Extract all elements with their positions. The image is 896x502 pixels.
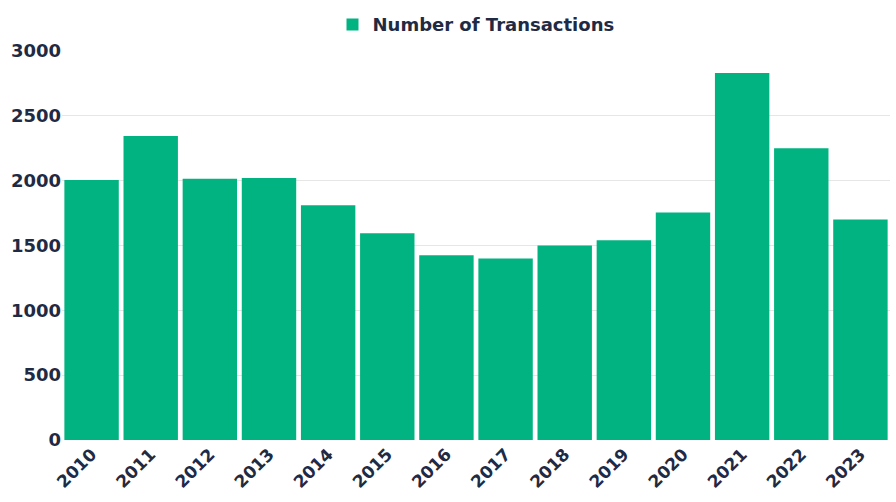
svg-text:2013: 2013 <box>230 444 278 492</box>
svg-text:Number of Transactions: Number of Transactions <box>373 14 615 35</box>
svg-text:1000: 1000 <box>11 300 61 321</box>
svg-text:0: 0 <box>48 429 61 450</box>
svg-text:2017: 2017 <box>467 444 515 492</box>
svg-text:2018: 2018 <box>526 444 574 492</box>
svg-text:2020: 2020 <box>644 444 692 492</box>
svg-text:2014: 2014 <box>289 444 337 492</box>
svg-text:2021: 2021 <box>703 444 751 492</box>
svg-text:2011: 2011 <box>112 444 160 492</box>
svg-text:2019: 2019 <box>585 444 633 492</box>
svg-text:2023: 2023 <box>822 444 870 492</box>
svg-text:2500: 2500 <box>11 105 61 126</box>
svg-text:2010: 2010 <box>53 444 101 492</box>
svg-text:2012: 2012 <box>171 444 219 492</box>
svg-text:3000: 3000 <box>11 40 61 61</box>
svg-text:2022: 2022 <box>763 444 811 492</box>
svg-text:1500: 1500 <box>11 235 61 256</box>
svg-text:2000: 2000 <box>11 170 61 191</box>
svg-text:2015: 2015 <box>349 444 397 492</box>
svg-text:2016: 2016 <box>408 444 456 492</box>
svg-text:500: 500 <box>23 364 61 385</box>
